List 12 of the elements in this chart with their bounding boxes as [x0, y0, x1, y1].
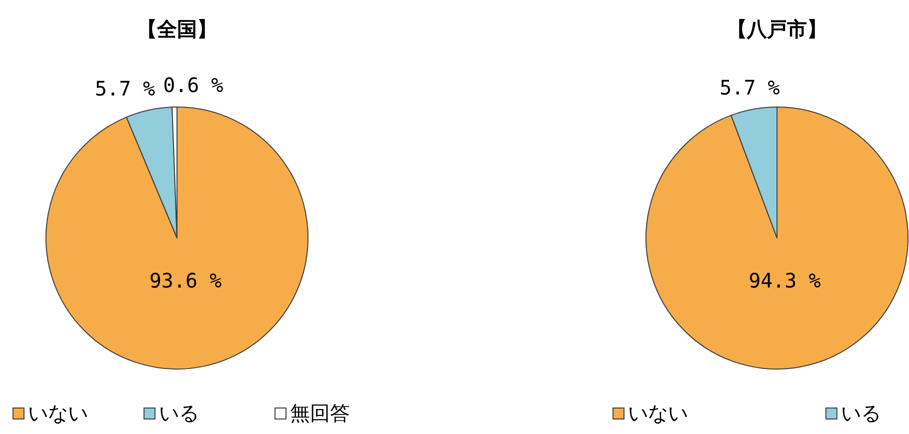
data-label: 5.7 % — [94, 76, 156, 101]
legend-label: いる — [159, 401, 199, 425]
chart-title: 【全国】 — [137, 17, 217, 41]
legend-label: 無回答 — [290, 401, 350, 425]
data-label: 93.6 % — [149, 268, 222, 292]
legend-label: いない — [628, 401, 688, 425]
legend-label: いる — [840, 401, 881, 425]
chart-title: 【八戸市】 — [727, 17, 827, 41]
data-label: 5.7 % — [720, 75, 780, 100]
data-label: 94.3 % — [748, 268, 821, 293]
data-label: 0.6 % — [163, 73, 224, 98]
legend-label: いない — [28, 401, 88, 425]
